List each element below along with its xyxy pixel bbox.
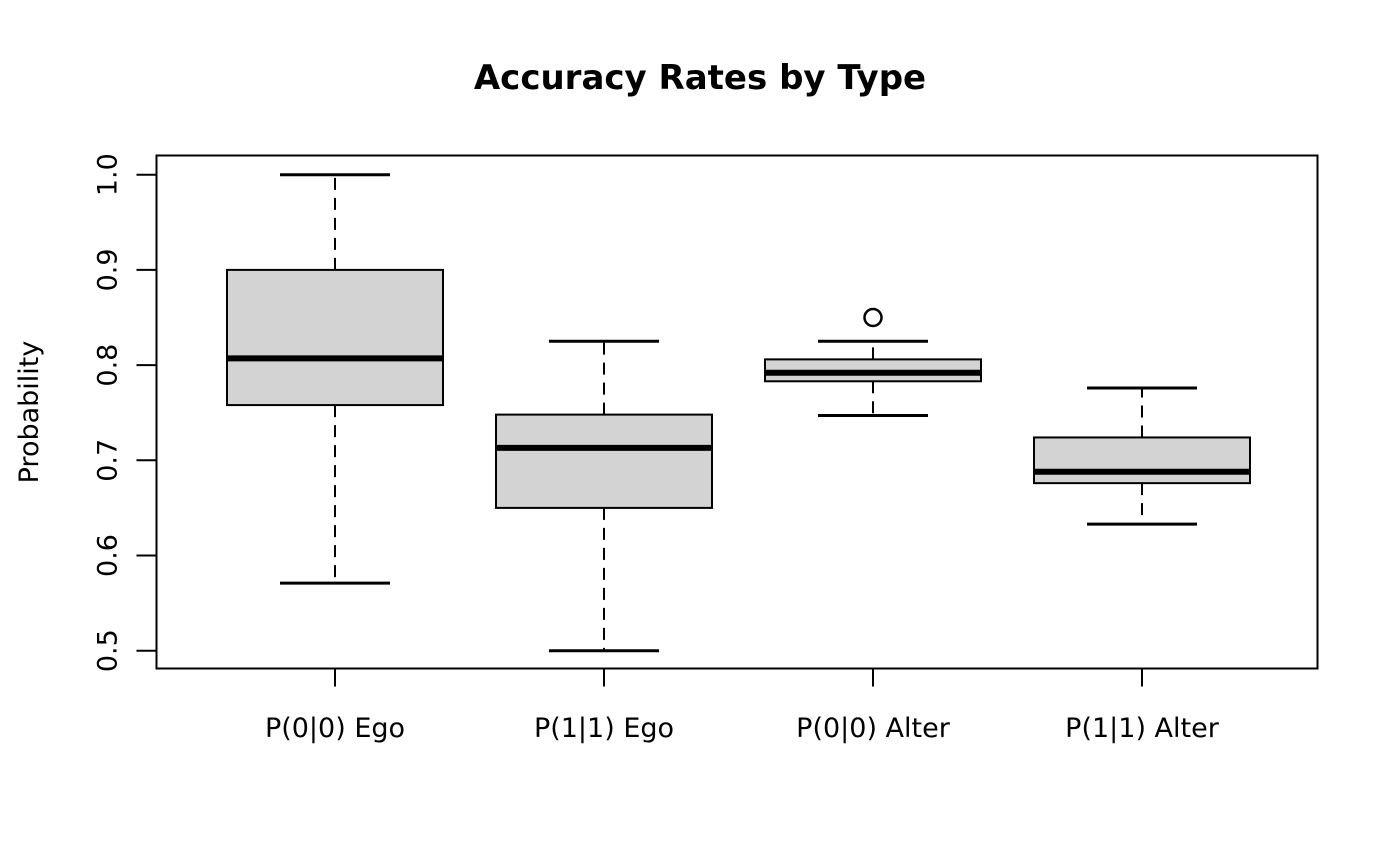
boxplot-group: P(1|1) Alter	[1033, 386, 1251, 744]
outlier-point	[863, 307, 883, 328]
box-rect	[226, 268, 444, 407]
x-category-label: P(0|0) Ego	[265, 713, 405, 744]
box-rect	[1033, 436, 1251, 485]
x-category-label: P(1|1) Ego	[534, 713, 674, 744]
y-tick-label: 0.5	[93, 629, 124, 672]
y-tick-label: 1.0	[93, 153, 124, 196]
box-rect	[495, 413, 713, 509]
y-tick-label: 0.6	[93, 534, 124, 577]
y-tick-label: 0.9	[93, 248, 124, 291]
chart-title: Accuracy Rates by Type	[473, 58, 927, 98]
x-category-label: P(1|1) Alter	[1065, 713, 1220, 744]
boxplot-group: P(0|0) Alter	[764, 307, 982, 744]
x-category-label: P(0|0) Alter	[796, 713, 951, 744]
plot-border	[155, 154, 1319, 670]
boxplot-group: P(0|0) Ego	[226, 173, 444, 744]
boxplot-group: P(1|1) Ego	[495, 339, 713, 744]
y-tick-label: 0.7	[93, 439, 124, 482]
y-tick-label: 0.8	[93, 344, 124, 387]
